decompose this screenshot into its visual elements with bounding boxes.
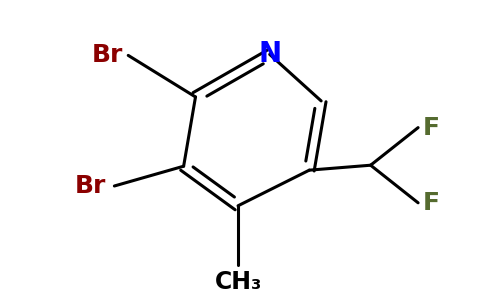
Text: Br: Br (92, 44, 123, 68)
Text: F: F (423, 191, 440, 215)
Text: Br: Br (75, 174, 106, 198)
Text: CH₃: CH₃ (214, 270, 262, 294)
Text: N: N (258, 40, 281, 68)
Text: F: F (423, 116, 440, 140)
